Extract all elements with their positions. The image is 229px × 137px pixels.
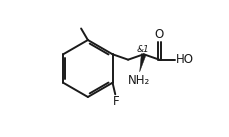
Polygon shape (139, 54, 145, 72)
Text: NH₂: NH₂ (127, 74, 150, 87)
Text: O: O (154, 28, 163, 41)
Text: &1: &1 (136, 45, 149, 54)
Text: F: F (112, 95, 119, 108)
Text: HO: HO (175, 53, 193, 66)
